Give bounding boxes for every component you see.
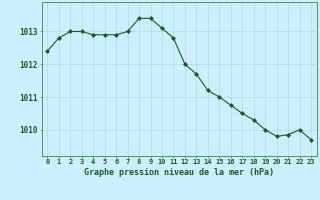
X-axis label: Graphe pression niveau de la mer (hPa): Graphe pression niveau de la mer (hPa) (84, 168, 274, 177)
